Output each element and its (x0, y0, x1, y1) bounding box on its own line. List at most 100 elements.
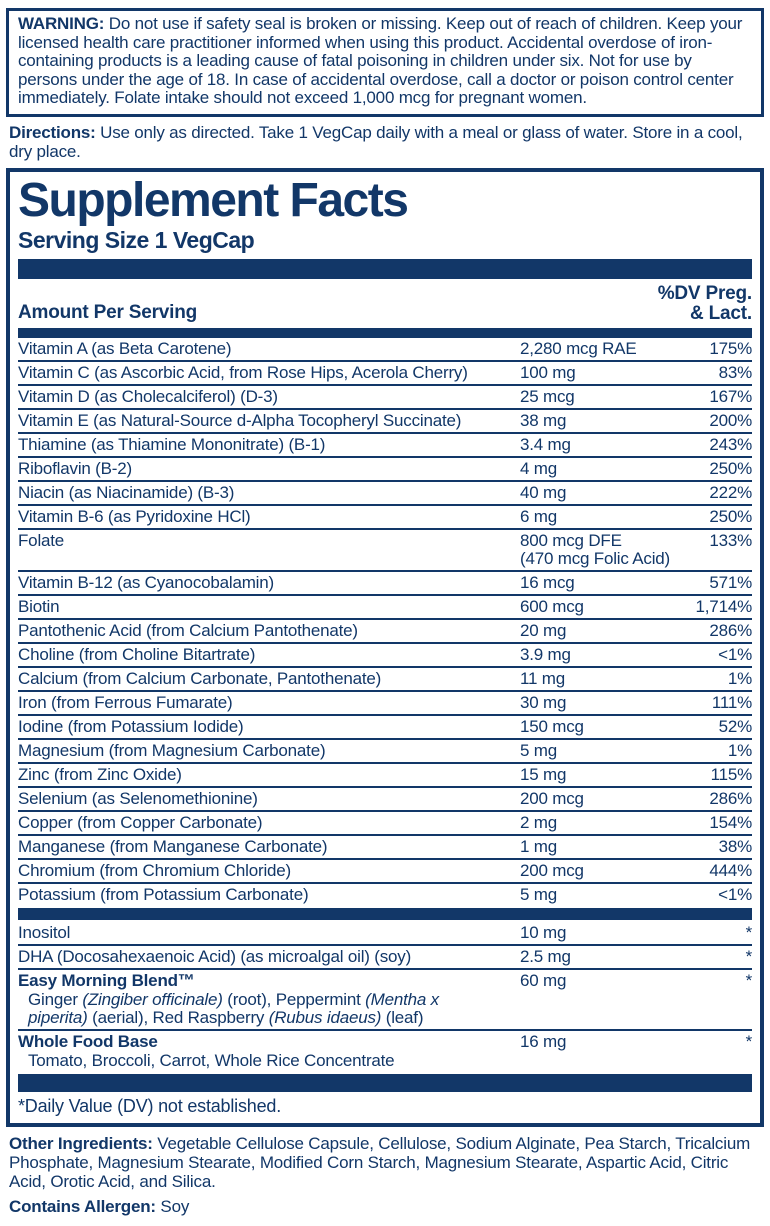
dv-header-line1: %DV Preg. (657, 282, 752, 304)
nutrient-dv: * (745, 922, 753, 942)
nutrient-amount: 11 mg (520, 668, 565, 688)
nutrient-name: Vitamin D (as Cholecalciferol) (D-3) (18, 386, 278, 406)
table-row: Biotin 600 mcg 1,714% (18, 596, 752, 620)
nutrient-dv: 571% (709, 572, 752, 592)
warning-text: Do not use if safety seal is broken or m… (18, 14, 743, 107)
nutrient-dv: 133% (709, 530, 752, 550)
nutrient-name: Thiamine (as Thiamine Mononitrate) (B-1) (18, 434, 326, 454)
nutrient-name: Vitamin C (as Ascorbic Acid, from Rose H… (18, 362, 468, 382)
table-row: Vitamin E (as Natural-Source d-Alpha Toc… (18, 410, 752, 434)
nutrient-dv: 83% (718, 362, 753, 382)
column-header-row: Amount Per Serving %DV Preg. & Lact. (18, 279, 752, 326)
nutrient-amount: 600 mcg (520, 596, 584, 616)
table-row: Iron (from Ferrous Fumarate) 30 mg 111% (18, 692, 752, 716)
table-row: Choline (from Choline Bitartrate) 3.9 mg <… (18, 644, 752, 668)
nutrient-amount: 2,280 mcg RAE (520, 338, 637, 358)
bottom-divider-bar (18, 1073, 752, 1092)
nutrient-dv: 115% (710, 764, 753, 784)
nutrient-name: Selenium (as Selenomethionine) (18, 788, 258, 808)
nutrient-name: Chromium (from Chromium Chloride) (18, 860, 292, 880)
nutrient-dv: 286% (709, 788, 752, 808)
nutrient-name: Potassium (from Potassium Carbonate) (18, 884, 309, 904)
nutrient-name: Biotin (18, 596, 60, 616)
botanical-name: (Mentha x piperita) (28, 989, 439, 1027)
nutrient-name: Vitamin A (as Beta Carotene) (18, 338, 232, 358)
nutrient-dv: * (745, 970, 753, 990)
table-row-whole-food: Whole Food Base Tomato, Broccoli, Carrot… (18, 1031, 752, 1072)
nutrient-dv: 167% (709, 386, 752, 406)
allergen-text: Soy (155, 1196, 190, 1216)
sub-ingredient-text: (leaf) (381, 1007, 424, 1027)
table-row: Chromium (from Chromium Chloride) 200 mcg… (18, 860, 752, 884)
directions-label: Directions: (9, 122, 96, 142)
table-row: Vitamin D (as Cholecalciferol) (D-3) 25 m… (18, 386, 752, 410)
nutrient-dv: * (745, 1031, 753, 1051)
other-ingredients-label: Other Ingredients: (9, 1133, 153, 1153)
warning-label: WARNING: (18, 14, 105, 33)
nutrient-amount: 6 mg (520, 506, 557, 526)
sub-ingredient-text: (root), Peppermint (222, 989, 366, 1009)
nutrient-amount: 3.4 mg (520, 434, 571, 454)
nutrient-amount: 4 mg (520, 458, 557, 478)
nutrient-dv: 1% (727, 668, 752, 688)
table-row: Thiamine (as Thiamine Mononitrate) (B-1)… (18, 434, 752, 458)
table-row: Vitamin A (as Beta Carotene) 2,280 mcg RA… (18, 338, 752, 362)
nutrient-name: Vitamin E (as Natural-Source d-Alpha Toc… (18, 410, 462, 430)
nutrient-amount-line2: (470 mcg Folic Acid) (520, 548, 670, 568)
table-row: Riboflavin (B-2) 4 mg 250% (18, 458, 752, 482)
amount-per-serving-header: Amount Per Serving (18, 301, 198, 323)
nutrient-name: Riboflavin (B-2) (18, 458, 132, 478)
nutrient-name: Manganese (from Manganese Carbonate) (18, 836, 328, 856)
nutrient-amount: 100 mg (520, 362, 576, 382)
nutrient-amount: 30 mg (520, 692, 567, 712)
nutrient-name: Whole Food Base (18, 1031, 158, 1051)
nutrient-amount: 3.9 mg (520, 644, 571, 664)
section-divider-bar (18, 907, 752, 920)
table-row: Inositol 10 mg * (18, 922, 752, 946)
sub-ingredient-text: Ginger (28, 989, 83, 1009)
nutrient-amount: 200 mcg (520, 860, 584, 880)
nutrient-name: Niacin (as Niacinamide) (B-3) (18, 482, 235, 502)
nutrient-name: DHA (Docosahexaenoic Acid) (as microalga… (18, 946, 412, 966)
nutrient-amount: 800 mcg DFE (470 mcg Folic Acid) (520, 530, 682, 568)
nutrient-name: Choline (from Choline Bitartrate) (18, 644, 256, 664)
table-row: Iodine (from Potassium Iodide) 150 mcg 52% (18, 716, 752, 740)
table-row: Magnesium (from Magnesium Carbonate) 5 mg… (18, 740, 752, 764)
nutrient-amount: 10 mg (520, 922, 567, 942)
nutrient-amount: 5 mg (520, 740, 557, 760)
nutrient-amount: 150 mcg (520, 716, 584, 736)
nutrient-table: Vitamin A (as Beta Carotene) 2,280 mcg RA… (18, 338, 752, 906)
directions: Directions: Use only as directed. Take 1… (9, 123, 761, 161)
non-dv-table: Inositol 10 mg * DHA (Docosahexaenoic Acid… (18, 922, 752, 1072)
nutrient-name: Easy Morning Blend™ (18, 970, 195, 990)
directions-text: Use only as directed. Take 1 VegCap dail… (9, 122, 743, 161)
nutrient-amount: 200 mcg (520, 788, 584, 808)
nutrient-name: Magnesium (from Magnesium Carbonate) (18, 740, 326, 760)
nutrient-dv: 250% (709, 458, 752, 478)
table-row-blend: Easy Morning Blend™ Ginger (Zingiber off… (18, 970, 752, 1031)
table-row: Vitamin B-12 (as Cyanocobalamin) 16 mcg 57… (18, 572, 752, 596)
dv-header: %DV Preg. & Lact. (657, 282, 752, 324)
nutrient-name: Zinc (from Zinc Oxide) (18, 764, 182, 784)
table-row: Zinc (from Zinc Oxide) 15 mg 115% (18, 764, 752, 788)
nutrient-amount: 5 mg (520, 884, 557, 904)
top-divider-bar (18, 258, 752, 279)
nutrient-name: Calcium (from Calcium Carbonate, Pantoth… (18, 668, 382, 688)
nutrient-name: Vitamin B-12 (as Cyanocobalamin) (18, 572, 274, 592)
table-row: Manganese (from Manganese Carbonate) 1 mg… (18, 836, 752, 860)
nutrient-name: Iodine (from Potassium Iodide) (18, 716, 244, 736)
sub-ingredient-text: (aerial), Red Raspberry (87, 1007, 269, 1027)
nutrient-dv: 1,714% (695, 596, 753, 616)
nutrient-dv: * (745, 946, 753, 966)
header-divider-bar (18, 327, 752, 338)
nutrient-amount-line1: 800 mcg DFE (520, 530, 622, 550)
nutrient-name: Pantothenic Acid (from Calcium Pantothen… (18, 620, 358, 640)
nutrient-amount: 25 mcg (520, 386, 575, 406)
serving-size: Serving Size 1 VegCap (18, 226, 255, 253)
table-row: Niacin (as Niacinamide) (B-3) 40 mg 222% (18, 482, 752, 506)
dv-footnote: *Daily Value (DV) not established. (18, 1095, 281, 1116)
nutrient-dv: 243% (709, 434, 752, 454)
nutrient-dv: 200% (709, 410, 752, 430)
nutrient-amount: 60 mg (520, 970, 567, 990)
nutrient-amount: 16 mcg (520, 572, 575, 592)
